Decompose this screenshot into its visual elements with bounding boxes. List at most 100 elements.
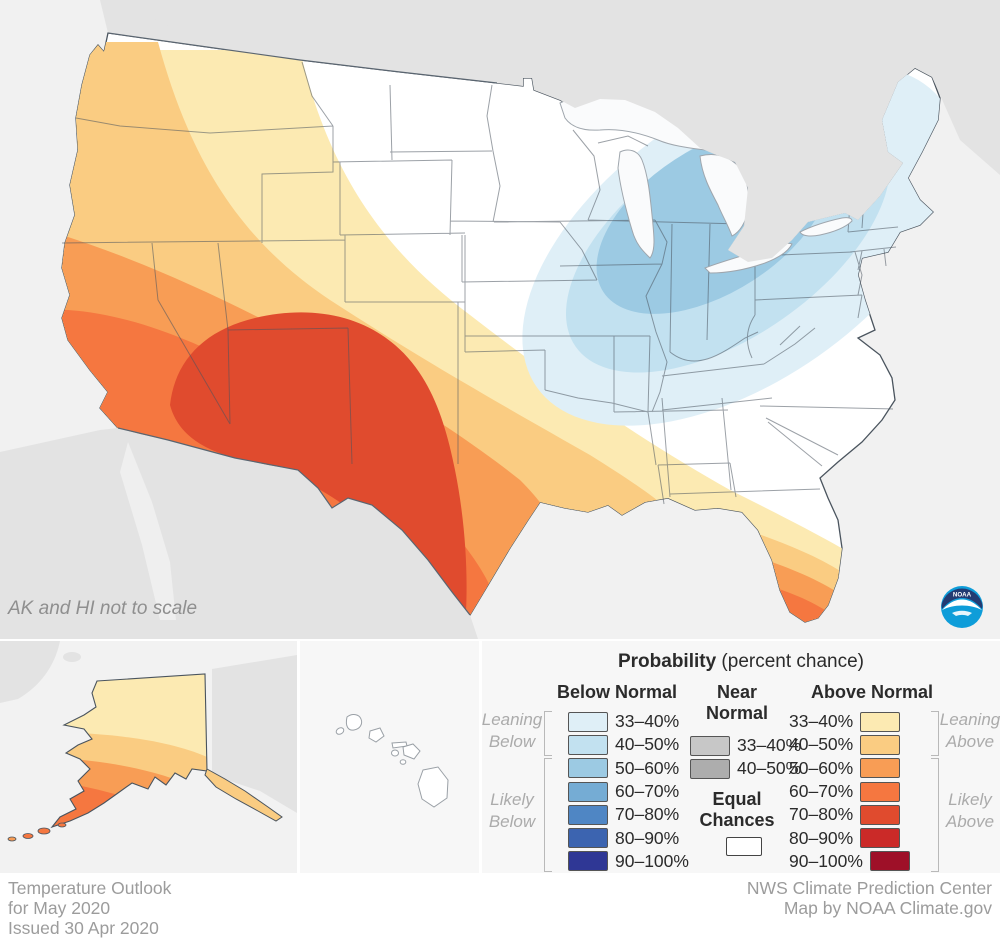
above-normal-header: Above Normal [810, 682, 934, 702]
alaska-outline [50, 673, 208, 829]
legend-row: 70–80% [568, 803, 696, 826]
legend-row: 80–90% [782, 826, 937, 849]
legend-row: 40–50% [568, 733, 696, 756]
legend-swatch [860, 804, 901, 825]
legend-swatch [860, 734, 901, 755]
legend-row: 70–80% [782, 803, 937, 826]
legend-swatch [568, 804, 608, 825]
below-normal-header: Below Normal [556, 682, 678, 702]
legend-row: 90–100% [568, 850, 696, 873]
canada-yukon-landmass [212, 655, 297, 813]
gulf-of-california [120, 442, 176, 620]
legend-range-label: 70–80% [615, 804, 680, 825]
legend-swatch [690, 735, 730, 756]
footer-credit: NWS Climate Prediction Center Map by NOA… [746, 878, 992, 918]
noaa-logo-wave [952, 610, 972, 616]
above-normal-rows: 33–40% 40–50% 50–60% 60–70% 70–80% 80–90% 90–1… [782, 710, 937, 873]
legend-row: 40–50% [782, 733, 937, 756]
legend-swatch [568, 758, 608, 779]
legend-title-suffix: (percent chance) [716, 651, 865, 672]
national-borders-stroke [107, 32, 498, 616]
legend-row: 60–70% [782, 780, 937, 803]
noaa-logo-sky [941, 588, 983, 609]
legend-range-label: 33–40% [789, 711, 854, 732]
legend-title-word: Probability [617, 651, 717, 672]
legend-swatch [860, 781, 901, 802]
legend-row: 33–40% [690, 734, 808, 757]
leaning-above-label: Leaning Above [939, 710, 1000, 751]
footer-title: Temperature Outlook for May 2020 Issued … [8, 878, 172, 938]
legend-panel: Probability (percent chance) Below Norma… [482, 641, 1000, 873]
lake-ontario [799, 217, 853, 237]
legend-swatch [860, 758, 901, 779]
legend-row: 33–40% [568, 710, 696, 733]
island-maui [402, 743, 421, 760]
legend-range-label: 33–40% [615, 711, 680, 732]
legend-range-label: 60–70% [615, 781, 680, 802]
noaa-logo-text: NOAA [953, 592, 972, 599]
band-florida-60-70 [770, 588, 845, 622]
legend-range-label: 70–80% [789, 804, 854, 825]
legend-row: 50–60% [782, 757, 937, 780]
legend-range-label: 40–50% [789, 734, 854, 755]
scale-note: AK and HI not to scale [8, 598, 198, 619]
aleutian-islands [7, 822, 67, 842]
island-kahoolawe [399, 759, 407, 765]
conus-map-svg [0, 0, 1000, 639]
mexico-landmass [0, 428, 478, 639]
legend-swatch [860, 711, 901, 732]
legend-range-label: 90–100% [615, 850, 689, 871]
legend-row: 60–70% [568, 780, 696, 803]
legend-row: 50–60% [568, 757, 696, 780]
legend-swatch [568, 781, 608, 802]
hawaii-ocean [300, 641, 479, 873]
conus-map-panel: NOAA AK and HI not to scale [0, 0, 1000, 639]
legend-row: 90–100% [782, 850, 937, 873]
hawaiian-islands [335, 714, 449, 808]
legend-range-label: 40–50% [737, 758, 802, 779]
legend-swatch [869, 851, 910, 872]
bc-coast-islands [139, 0, 231, 38]
legend-row: 80–90% [568, 826, 696, 849]
likely-above-label: Likely Above [945, 790, 995, 831]
island-niihau [335, 727, 345, 735]
hawaii-inset-svg [300, 641, 479, 873]
alaska-inset-svg [0, 641, 297, 873]
legend-range-label: 80–90% [789, 827, 854, 848]
equal-chances-label: Equal Chances [699, 789, 775, 830]
alaska-inset-panel [0, 641, 297, 873]
legend-swatch [568, 734, 608, 755]
lake-michigan [617, 149, 655, 259]
legend-range-label: 60–70% [789, 781, 854, 802]
leaning-below-label: Leaning Below [481, 710, 543, 751]
legend-swatch [860, 828, 901, 849]
legend-range-label: 40–50% [615, 734, 680, 755]
legend-title: Probability (percent chance) [482, 651, 1000, 673]
legend-swatch [568, 828, 608, 849]
noaa-logo-svg: NOAA [941, 586, 983, 628]
legend-range-label: 33–40% [737, 735, 802, 756]
legend-row: 40–50% [690, 757, 808, 780]
noaa-logo-seagull [942, 599, 982, 610]
island-hawaii [417, 766, 449, 808]
equal-chances-swatch [726, 837, 762, 856]
footer: Temperature Outlook for May 2020 Issued … [0, 875, 1000, 938]
legend-range-label: 90–100% [789, 850, 863, 871]
island-kauai [345, 714, 363, 731]
island-lanai [391, 749, 399, 757]
legend-range-label: 50–60% [615, 757, 680, 778]
legend-swatch [690, 758, 730, 779]
below-normal-rows: 33–40% 40–50% 50–60% 60–70% 70–80% 80–90% 90–1… [568, 710, 696, 873]
noaa-logo: NOAA [938, 583, 986, 631]
legend-range-label: 50–60% [789, 757, 854, 778]
russia-island [63, 652, 81, 662]
legend-swatch [568, 851, 608, 872]
russia-landmass [0, 641, 60, 703]
near-normal-header: Near Normal [705, 682, 768, 723]
leaning-below-bracket [544, 711, 552, 756]
likely-below-label: Likely Below [488, 790, 536, 831]
near-normal-rows: 33–40% 40–50% [690, 734, 808, 781]
legend-swatch [568, 711, 608, 732]
legend-range-label: 80–90% [615, 827, 680, 848]
